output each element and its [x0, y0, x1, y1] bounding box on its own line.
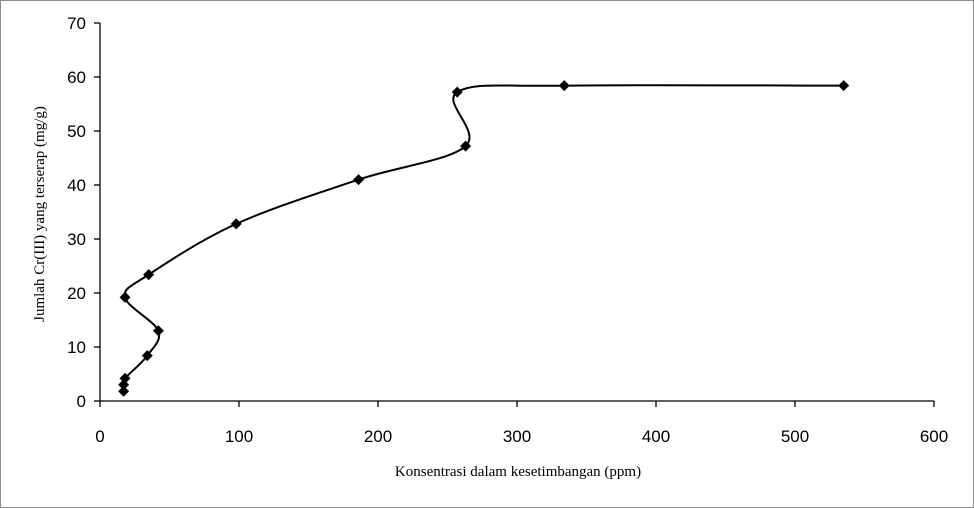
y-tick-label: 40: [67, 176, 86, 195]
x-tick-label: 400: [642, 427, 670, 446]
data-point-marker: [118, 385, 130, 397]
data-point-marker: [119, 291, 131, 303]
y-tick-label: 30: [67, 230, 86, 249]
data-point-marker: [353, 174, 365, 186]
data-point-marker: [230, 218, 242, 230]
x-tick-label: 200: [364, 427, 392, 446]
series-line: [121, 84, 844, 392]
y-tick-label: 70: [67, 14, 86, 33]
series-markers: [118, 80, 850, 397]
y-tick-label: 10: [67, 338, 86, 357]
y-axis: 0 10 20 30 40 50 60 70: [67, 14, 101, 411]
y-tick-label: 20: [67, 284, 86, 303]
x-tick-label: 500: [781, 427, 809, 446]
data-point-marker: [141, 350, 153, 362]
x-tick-label: 300: [503, 427, 531, 446]
data-point-marker: [451, 86, 463, 98]
x-tick-label: 100: [225, 427, 253, 446]
y-tick-label: 50: [67, 122, 86, 141]
x-tick-label: 0: [95, 427, 104, 446]
data-point-marker: [838, 80, 850, 92]
data-point-marker: [152, 325, 164, 337]
x-axis: 0 100 200 300 400 500 600: [95, 400, 948, 446]
y-tick-label: 60: [67, 68, 86, 87]
y-tick-label: 0: [77, 392, 86, 411]
x-axis-title: Konsentrasi dalam kesetimbangan (ppm): [395, 464, 641, 480]
data-point-marker: [558, 80, 570, 92]
data-point-marker: [119, 372, 131, 384]
data-point-marker: [118, 379, 130, 391]
data-point-marker: [460, 140, 472, 152]
x-tick-label: 600: [920, 427, 948, 446]
data-point-marker: [143, 269, 155, 281]
y-axis-title: Jumlah Cr(III) yang terserap (mg/g): [32, 106, 48, 322]
